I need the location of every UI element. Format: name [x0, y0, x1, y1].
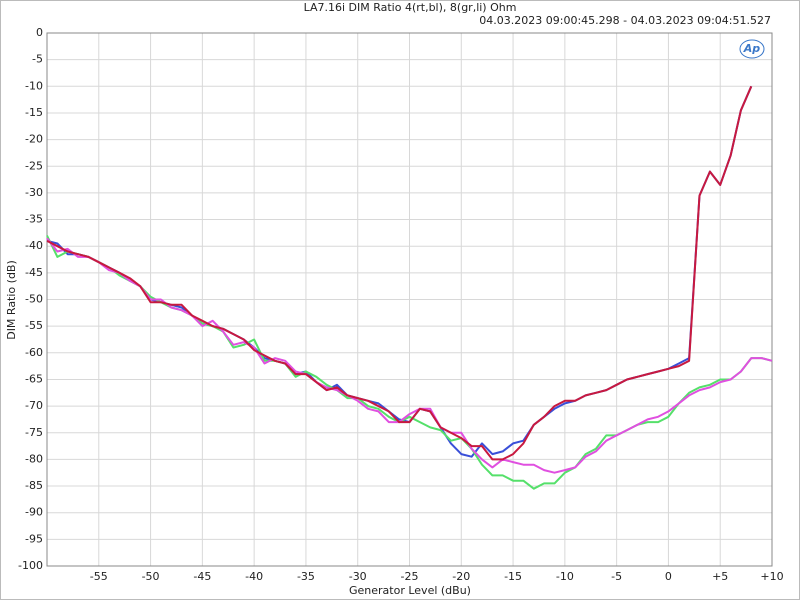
x-tick-label: -40: [245, 570, 263, 583]
y-tick-label: -95: [25, 532, 43, 545]
y-tick-label: 0: [36, 26, 43, 39]
y-tick-label: -100: [18, 559, 43, 572]
y-tick-label: -10: [25, 79, 43, 92]
data-line: [46, 85, 753, 461]
y-tick-label: -90: [25, 506, 43, 519]
y-tick-label: -45: [25, 266, 43, 279]
y-tick-label: -20: [25, 133, 43, 146]
y-tick-label: -75: [25, 426, 43, 439]
x-tick-label: +5: [712, 570, 728, 583]
y-tick-label: -30: [25, 186, 43, 199]
y-tick-label: -60: [25, 346, 43, 359]
plot-area: [46, 32, 773, 567]
y-tick-label: -5: [32, 53, 43, 66]
x-tick-label: -5: [611, 570, 622, 583]
y-axis-label: DIM Ratio (dB): [5, 260, 18, 340]
x-tick-label: 0: [665, 570, 672, 583]
y-tick-label: -70: [25, 399, 43, 412]
x-tick-label: -15: [504, 570, 522, 583]
y-tick-label: -80: [25, 452, 43, 465]
chart-subtitle: 04.03.2023 09:00:45.298 - 04.03.2023 09:…: [479, 14, 771, 27]
y-tick-label: -85: [25, 479, 43, 492]
y-tick-label: -40: [25, 239, 43, 252]
x-tick-label: -50: [142, 570, 160, 583]
x-tick-label: -10: [556, 570, 574, 583]
x-tick-label: -55: [90, 570, 108, 583]
x-tick-label: -35: [297, 570, 315, 583]
x-tick-label: -20: [452, 570, 470, 583]
x-tick-label: -30: [349, 570, 367, 583]
chart-title: LA7.16i DIM Ratio 4(rt,bl), 8(gr,li) Ohm: [304, 1, 517, 14]
y-tick-label: -55: [25, 319, 43, 332]
x-axis-label: Generator Level (dBu): [349, 584, 471, 597]
y-tick-label: -65: [25, 372, 43, 385]
x-tick-label: -45: [193, 570, 211, 583]
x-tick-label: +10: [760, 570, 783, 583]
y-tick-label: -15: [25, 106, 43, 119]
x-tick-label: -25: [401, 570, 419, 583]
y-tick-label: -25: [25, 159, 43, 172]
y-tick-label: -35: [25, 213, 43, 226]
y-tick-label: -50: [25, 293, 43, 306]
logo: Ap: [743, 42, 761, 55]
logo-ring: [739, 39, 765, 59]
